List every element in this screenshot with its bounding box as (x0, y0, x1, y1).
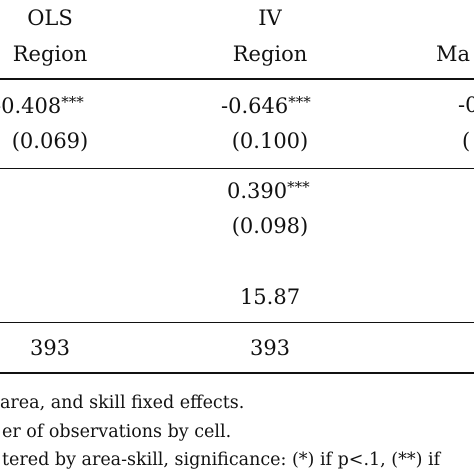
row2-col2-se: (0.098) (231, 214, 309, 238)
col1-method-label: OLS (27, 6, 73, 30)
obs-col1: 393 (29, 336, 71, 360)
col2-method-label: IV (258, 6, 282, 30)
row1-col2-se: (0.100) (231, 129, 309, 153)
row3-rule (0, 322, 474, 323)
obs-col2: 393 (249, 336, 291, 360)
row1-col3-coef-partial: -0 (458, 93, 474, 117)
col2-sub-label: Region (232, 42, 308, 66)
bottom-rule (0, 372, 474, 374)
row1-rule (0, 168, 474, 169)
header-rule (0, 78, 474, 80)
row1-col1-coef: -0.408*** (0, 93, 84, 118)
row2-col2-coef: 0.390*** (227, 178, 310, 203)
row1-col1-se: (0.069) (11, 129, 89, 153)
col1-sub-label: Region (12, 42, 88, 66)
note-line-3: tered by area-skill, significance: (*) i… (2, 450, 441, 470)
row1-col3-se-partial: ( (462, 129, 471, 153)
note-line-1: area, and skill fixed effects. (0, 393, 245, 413)
note-line-2: er of observations by cell. (2, 422, 232, 442)
row3-col2-value: 15.87 (239, 285, 301, 309)
row1-col2-coef: -0.646*** (221, 93, 311, 118)
col3-sub-label-partial: Ma (436, 42, 471, 66)
